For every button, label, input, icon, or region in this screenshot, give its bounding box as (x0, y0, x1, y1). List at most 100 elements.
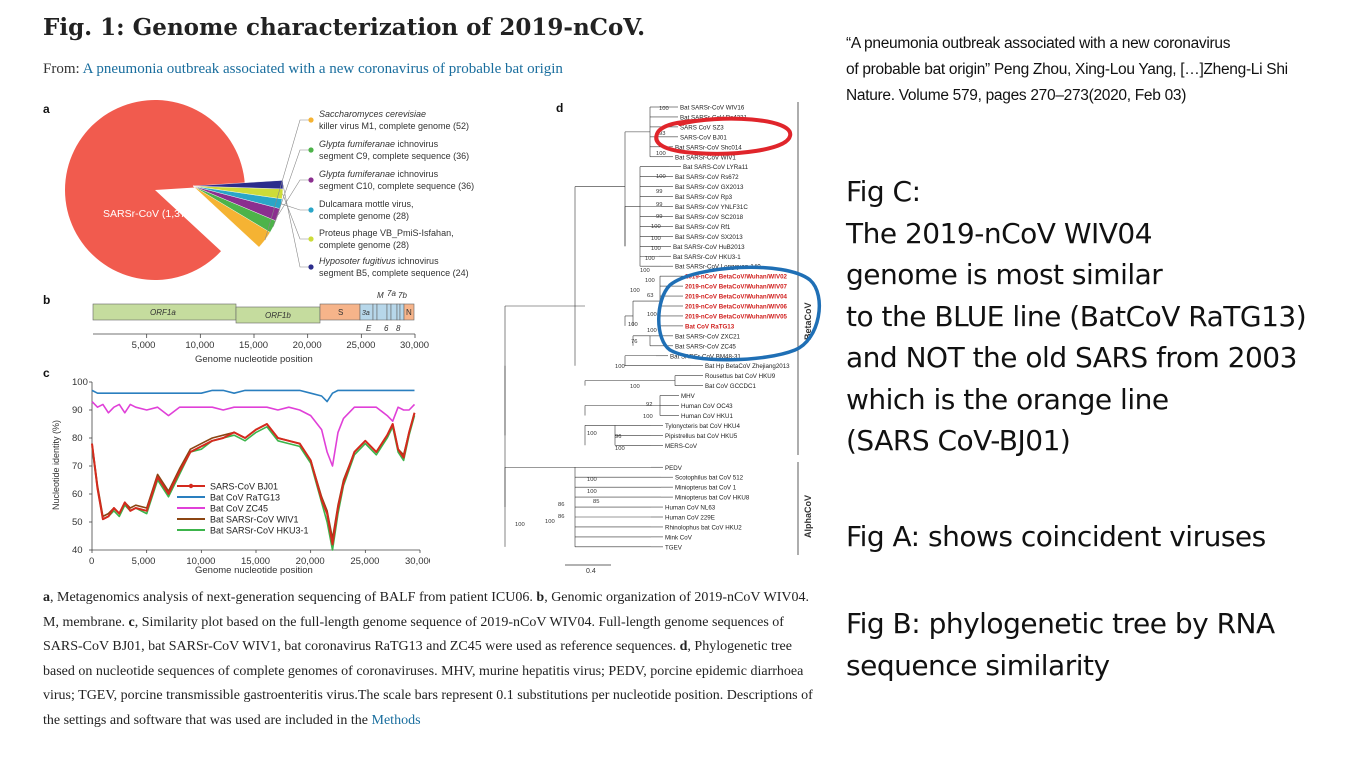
note-c-line2: The 2019-nCoV WIV04 (846, 216, 1153, 250)
pie-label-sarsr: SARSr-CoV (1,378) (103, 208, 195, 220)
bootstrap-23: 96 (615, 434, 621, 440)
genome-tick-label-1: 10,000 (185, 340, 214, 351)
tree-leaf-12: Bat SARSr-CoV Rf1 (675, 224, 731, 231)
tree-leaf-34: MERS-CoV (665, 443, 698, 450)
gene-e (372, 303, 378, 321)
similarity-xtick-label-6: 30,000 (405, 556, 430, 567)
methods-link[interactable]: Methods (371, 712, 421, 728)
figure-caption: a, Metagenomics analysis of next-generat… (43, 586, 818, 733)
pie-legend-dot-4 (308, 207, 314, 213)
pie-legend-1-line2: killer virus M1, complete genome (52) (319, 121, 469, 131)
similarity-lines (91, 389, 416, 551)
tree-leaf-36: Scotophilus bat CoV 512 (675, 475, 744, 482)
tree-leaf-43: TGEV (665, 544, 683, 551)
gene-m (376, 303, 388, 321)
caption-text-c: , Similarity plot based on the full-leng… (43, 614, 784, 655)
article-link[interactable]: A pneumonia outbreak associated with a n… (82, 61, 563, 77)
bootstrap-6: 99 (656, 214, 662, 220)
pie-slices (65, 100, 284, 280)
tree-leaf-41: Rhinolophus bat CoV HKU2 (665, 524, 742, 531)
tree-leaf-32: Tylonycteris bat CoV HKU4 (665, 423, 741, 430)
tree-leaf-14: Bat SARSr-CoV HuB2013 (673, 244, 745, 251)
similarity-series-0 (91, 412, 416, 546)
genome-tick-label-4: 25,000 (346, 340, 375, 351)
gene-7b (396, 303, 401, 321)
genome-tick-label-3: 20,000 (293, 340, 322, 351)
bootstrap-21: 92 (646, 402, 652, 408)
bootstrap-14: 100 (647, 312, 657, 318)
gene-6 (386, 303, 392, 321)
legend-marker-0 (188, 483, 194, 489)
bootstrap-9: 100 (651, 246, 661, 252)
bootstrap-13: 63 (647, 293, 653, 299)
blue-annotation-circle (657, 265, 822, 362)
caption-text-a: , Metagenomics analysis of next-generati… (50, 590, 537, 605)
pie-legend-2-line2: segment C9, complete sequence (36) (319, 151, 469, 161)
gene-label-orf1a: ORF1a (150, 308, 176, 317)
pie-leader-3 (277, 179, 310, 216)
similarity-ytick-label-3: 70 (72, 461, 83, 472)
tree-leaf-27: Rousettus bat CoV HKU9 (705, 373, 776, 380)
bootstrap-19: 100 (615, 364, 625, 370)
source-line: From: A pneumonia outbreak associated wi… (43, 61, 563, 78)
pie-legend-3-line1: Glypta fumiferanae ichnovirus (319, 169, 439, 179)
bootstrap-22: 100 (643, 414, 653, 420)
red-annotation-circle (654, 116, 793, 156)
similarity-xtick-label-3: 15,000 (241, 556, 270, 567)
pie-legend-2-line1: Glypta fumiferanae ichnovirus (319, 139, 439, 149)
tree-leaf-30: Human CoV OC43 (681, 403, 733, 410)
tree-leaf-2: SARS CoV SZ3 (680, 124, 724, 131)
panel-letter-b: b (43, 293, 51, 307)
tree-leaf-31: Human CoV HKU1 (681, 413, 733, 420)
bootstrap-10: 100 (645, 256, 655, 262)
pie-leader-5 (282, 193, 310, 240)
similarity-xtick-label-5: 25,000 (350, 556, 379, 567)
note-c-line7: (SARS CoV-BJ01) (846, 424, 1071, 457)
alphacov-label: AlphaCoV (803, 495, 813, 538)
tree-leaf-5: Bat SARSr-CoV WIV1 (675, 154, 736, 161)
legend-label-3: Bat SARSr-CoV WIV1 (210, 515, 299, 525)
source-prefix: From: (43, 61, 80, 77)
similarity-series-4 (91, 415, 416, 551)
similarity-xlabel: Genome nucleotide position (195, 565, 313, 576)
tree-leaf-28: Bat CoV GCCDC1 (705, 383, 756, 390)
tree-leaf-6: Bat SARS-CoV LYRa11 (683, 164, 749, 171)
similarity-ytick-label-4: 80 (72, 433, 83, 444)
similarity-xtick-label-1: 5,000 (132, 556, 156, 567)
bootstrap-32: 100 (515, 522, 525, 528)
similarity-ytick-label-6: 100 (72, 377, 88, 388)
caption-letter-b: b (536, 590, 545, 605)
gene-label-7a: 7a (387, 289, 396, 298)
tree-leaf-4: Bat SARSr-CoV Shc014 (675, 144, 742, 151)
bootstrap-7: 100 (651, 224, 661, 230)
pie-legend-dot-6 (308, 264, 314, 270)
pie-leader-lines (264, 117, 314, 270)
pie-legend-6-line1: Hyposoter fugitivus ichnovirus (319, 256, 439, 266)
pie-legend-dot-2 (308, 147, 314, 153)
gene-label-3a: 3a (362, 310, 370, 317)
tree-leaf-26: Bat Hp BetaCoV Zhejiang2013 (705, 363, 790, 370)
bootstrap-29: 86 (558, 514, 564, 520)
bootstrap-1: 93 (659, 131, 665, 137)
tree-leaf-20: 2019-nCoV BetaCoV/Wuhan/WIV06 (685, 304, 788, 311)
legend-label-0: SARS-CoV BJ01 (210, 482, 278, 492)
bootstrap-3: 100 (656, 174, 666, 180)
note-c-line5: and NOT the old SARS from 2003 (846, 341, 1297, 374)
bootstrap-30: 86 (558, 502, 564, 508)
notes-fig-c: Fig C: The 2019-nCoV WIV04 genome is mos… (846, 171, 1307, 462)
gene-label-7b: 7b (398, 291, 407, 300)
bootstrap-25: 100 (587, 431, 597, 437)
tree-leaf-10: Bat SARSr-CoV YNLF31C (675, 204, 748, 211)
pie-leader-2 (272, 149, 310, 227)
notes-fig-b: Fig B: phylogenetic tree by RNA sequence… (846, 603, 1275, 686)
tree-leaf-39: Human CoV NL63 (665, 505, 716, 512)
gene-label-n: N (406, 308, 412, 317)
gene-label-s: S (338, 308, 343, 317)
tree-leaf-37: Miniopterus bat CoV 1 (675, 485, 737, 492)
note-b-line1: Fig B: phylogenetic tree by RNA (846, 607, 1275, 640)
bootstrap-28: 85 (593, 499, 599, 505)
scale-label: 0.4 (586, 568, 596, 575)
tree-bootstrap-values: 100 93 100 100 99 99 99 100 100 100 100 100 100 63 100… (515, 106, 669, 528)
bootstrap-26: 100 (587, 477, 597, 483)
